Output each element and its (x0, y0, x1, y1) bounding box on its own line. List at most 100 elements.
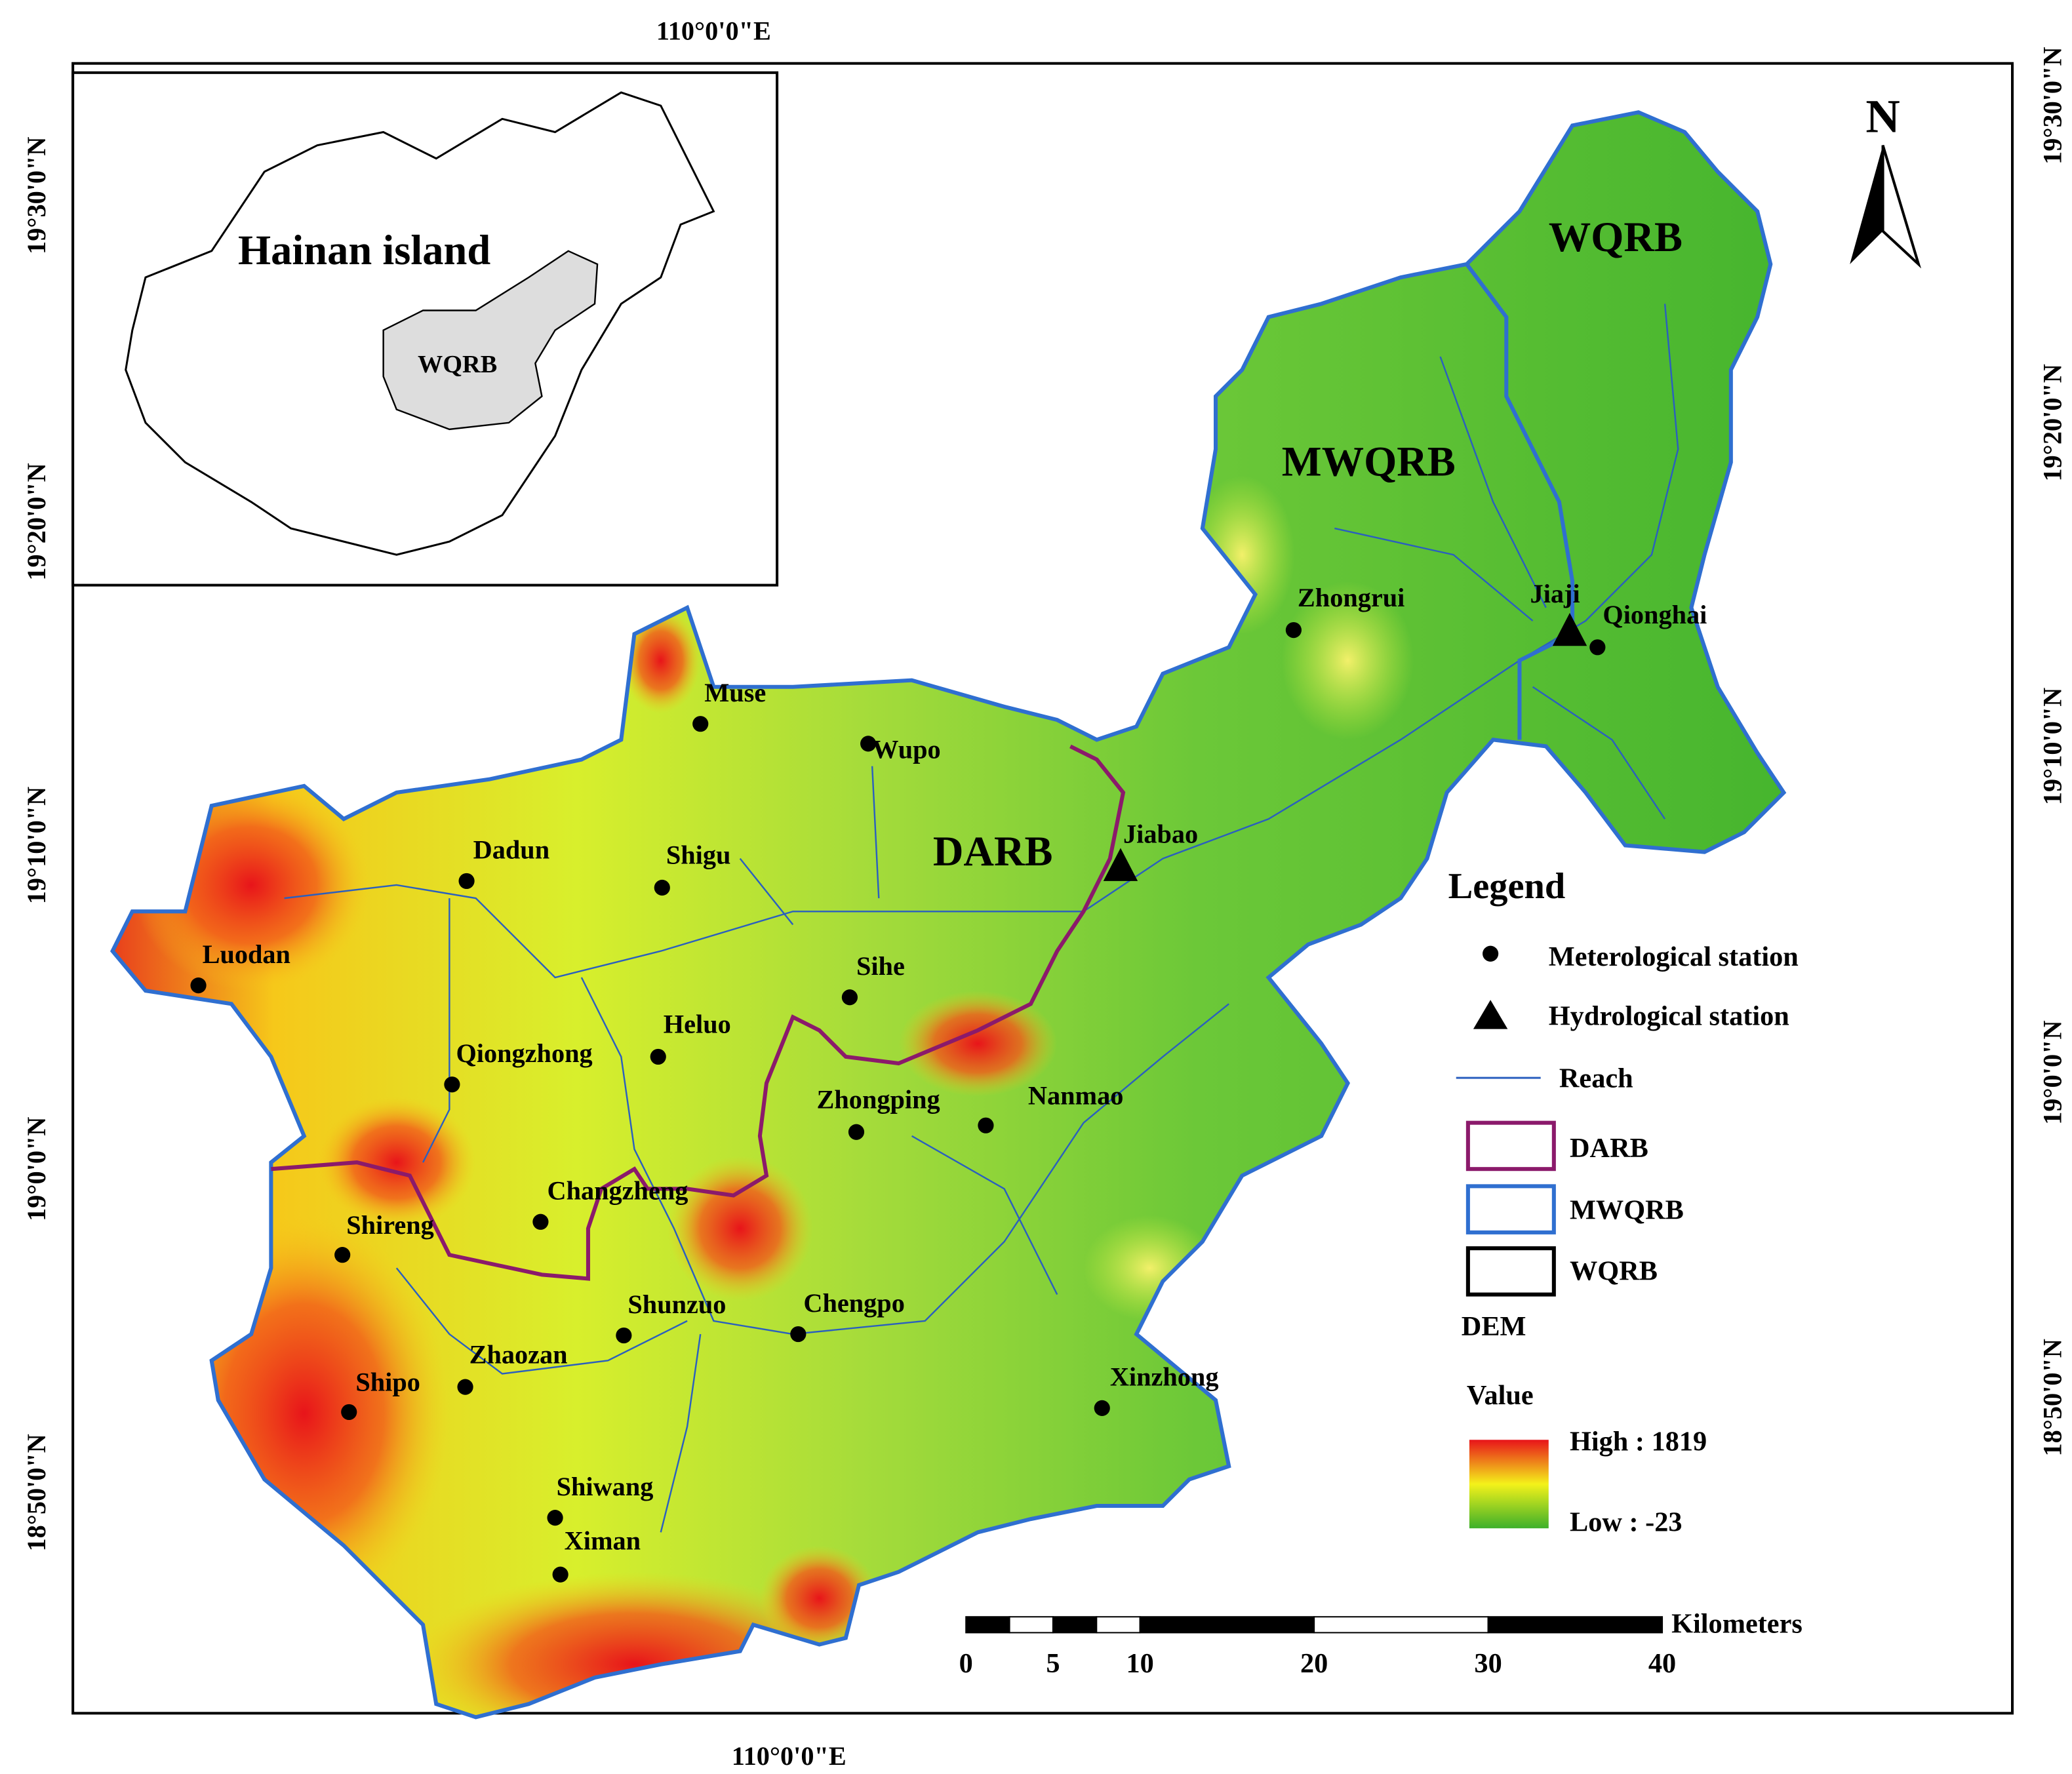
stations: Muse Wupo Dadun Shigu Luodan Sihe Heluo Qiongzh… (190, 579, 1707, 1583)
coord-label: 110°0'0"E (732, 1741, 847, 1771)
scale-segment (1096, 1616, 1141, 1634)
legend-item: Reach (1559, 1063, 1633, 1094)
basin-label: DARB (933, 828, 1053, 875)
legend-low: Low : -23 (1570, 1507, 1683, 1537)
station-label: Zhongrui (1298, 583, 1405, 612)
scale-tick-label: 5 (1046, 1648, 1060, 1679)
scale-segment (1139, 1616, 1315, 1634)
station-label: Shireng (346, 1210, 434, 1240)
legend-item: Meterological station (1549, 941, 1799, 972)
hydrological-station (1552, 612, 1587, 646)
coord-label: 19°20'0"N (22, 463, 51, 580)
scale-tick-label: 20 (1300, 1648, 1328, 1679)
map-frame (71, 62, 2014, 1715)
scale-tick-label: 0 (959, 1648, 973, 1679)
station-label: Shipo (355, 1368, 420, 1397)
legend-symbol (1465, 1246, 1556, 1297)
legend-item: Hydrological station (1549, 1001, 1789, 1032)
legend-color-bar (1469, 1440, 1549, 1529)
station-label: Jiaji (1530, 579, 1580, 608)
station-label: Sihe (856, 951, 905, 981)
meteorological-station (650, 1048, 666, 1065)
basin-label: WQRB (1549, 214, 1683, 260)
legend-dem-title: DEM (1462, 1311, 1526, 1342)
station-label: Dadun (473, 835, 549, 865)
wqrb-boundary (1465, 263, 1575, 740)
coord-label: 19°30'0"N (2038, 47, 2067, 164)
station-label: Chengpo (803, 1288, 904, 1318)
meteorological-station (841, 989, 858, 1006)
coord-label: 19°10'0"N (22, 787, 51, 904)
legend-symbol (1483, 945, 1499, 962)
darb-boundary (271, 744, 1126, 1281)
meteorological-station (444, 1076, 460, 1093)
station-label: Zhaozan (469, 1339, 568, 1369)
legend-value-title: Value (1467, 1380, 1534, 1411)
station-label: Muse (704, 678, 766, 707)
legend-symbol (1465, 1184, 1556, 1234)
scale-unit: Kilometers (1671, 1608, 1803, 1639)
scale-tick-label: 30 (1474, 1648, 1502, 1679)
north-arrow: N (1850, 89, 1922, 269)
coord-label: 19°0'0"N (2038, 1020, 2067, 1124)
meteorological-station (616, 1327, 632, 1344)
meteorological-station (341, 1404, 357, 1421)
station-label: Changzheng (547, 1176, 688, 1206)
scale-tick-label: 10 (1126, 1648, 1154, 1679)
legend-symbol (1465, 1120, 1556, 1172)
scale-segment (1052, 1616, 1098, 1634)
scale-segment (1313, 1616, 1489, 1634)
inset-title: Hainan island (238, 227, 490, 273)
meteorological-station (1094, 1400, 1110, 1416)
inset-basin-label: WQRB (418, 351, 497, 378)
legend: Legend Meterological station Hydrologica… (1448, 866, 1799, 1537)
meteorological-station (848, 1124, 865, 1140)
legend-item: MWQRB (1570, 1195, 1684, 1226)
coord-labels: 19°30'0"N 19°20'0"N 19°10'0"N 19°0'0"N 18°50… (22, 47, 2067, 1551)
meteorological-station (552, 1566, 568, 1583)
legend-title: Legend (1448, 866, 1566, 907)
coord-label: 18°50'0"N (2038, 1339, 2067, 1456)
station-label: Jiabao (1123, 819, 1198, 849)
meteorological-station (532, 1213, 549, 1230)
coord-label: 19°20'0"N (2038, 364, 2067, 481)
coord-label: 19°0'0"N (22, 1117, 51, 1221)
legend-item: WQRB (1570, 1255, 1658, 1286)
scale-segment (1487, 1616, 1664, 1634)
legend-item: DARB (1570, 1133, 1648, 1164)
north-label: N (1865, 89, 1900, 142)
meteorological-station (978, 1117, 994, 1133)
scale-tick-label: 40 (1648, 1648, 1676, 1679)
scale-segment (1008, 1616, 1054, 1634)
meteorological-station (790, 1326, 807, 1343)
coord-label: 110°0'0"E (656, 16, 771, 45)
station-label: Qionghai (1603, 600, 1707, 629)
station-label: Xinzhong (1110, 1362, 1219, 1392)
station-label: Shunzuo (628, 1290, 726, 1319)
basin-label: MWQRB (1282, 438, 1456, 484)
meteorological-station (458, 873, 475, 890)
legend-high: High : 1819 (1570, 1426, 1707, 1457)
meteorological-station (1285, 622, 1302, 639)
coord-label: 19°30'0"N (22, 136, 51, 254)
legend-symbol (1473, 1000, 1508, 1029)
scale-bar: Kilometers 0 5 10 20 30 40 (959, 1608, 1803, 1678)
station-label: Qiongzhong (456, 1038, 592, 1068)
hydrological-station (1103, 848, 1138, 881)
scale-segment (965, 1616, 1010, 1634)
station-label: Luodan (203, 939, 290, 969)
meteorological-station (190, 977, 207, 994)
meteorological-station (457, 1379, 473, 1395)
station-label: Nanmao (1028, 1080, 1123, 1110)
meteorological-station (654, 879, 670, 896)
station-label: Ximan (565, 1526, 641, 1555)
station-label: Heluo (664, 1010, 731, 1039)
coord-label: 19°10'0"N (2038, 688, 2067, 805)
meteorological-station (692, 716, 709, 732)
station-label: Shiwang (557, 1472, 654, 1501)
station-label: Shigu (666, 840, 731, 870)
coord-label: 18°50'0"N (22, 1434, 51, 1551)
